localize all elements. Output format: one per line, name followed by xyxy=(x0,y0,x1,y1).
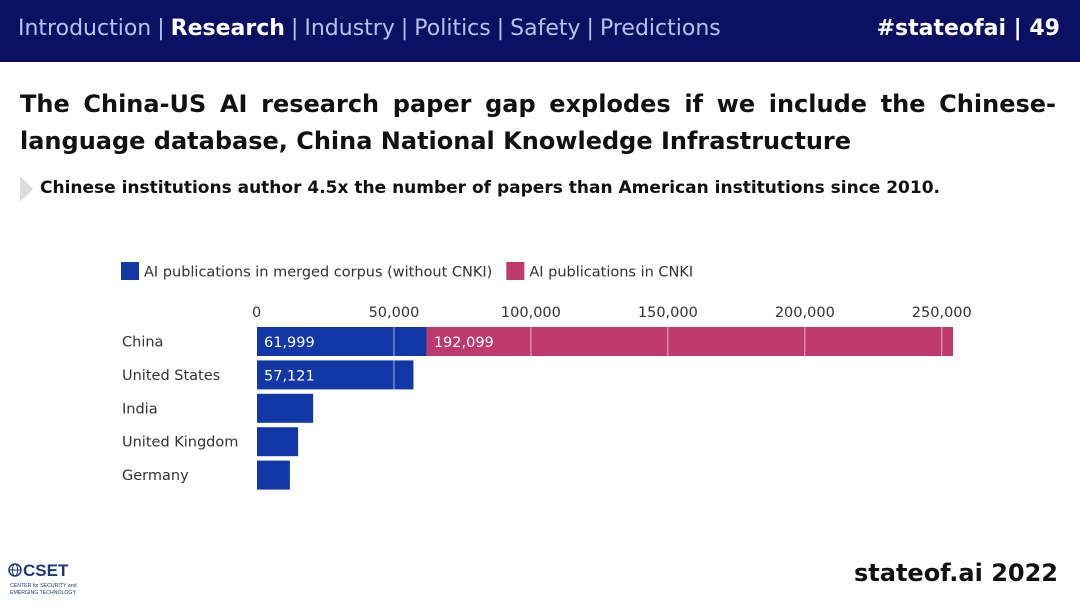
hashtag-page-number: #stateofai | 49 xyxy=(876,16,1060,41)
bar-value-label: 192,099 xyxy=(434,335,494,351)
bar-united-states-s0 xyxy=(257,360,414,390)
header-bar: Introduction | Research | Industry | Politics |… xyxy=(0,0,1080,62)
category-label: Germany xyxy=(122,468,189,484)
bar-china-s0 xyxy=(257,327,427,356)
legend-label-1: AI publications in CNKI xyxy=(529,265,693,281)
x-tick-label: 150,000 xyxy=(638,305,698,321)
nav-predictions[interactable]: Predictions xyxy=(599,16,721,41)
nav-separator: | xyxy=(586,16,594,41)
slide-title: The China-US AI research paper gap explo… xyxy=(20,90,1056,155)
bar-value-label: 61,999 xyxy=(264,335,315,351)
nav-separator: | xyxy=(290,16,299,41)
category-label: United Kingdom xyxy=(122,435,238,451)
category-label: India xyxy=(122,401,158,417)
x-tick-label: 0 xyxy=(252,305,261,321)
nav-safety[interactable]: Safety xyxy=(510,16,581,41)
nav-separator: | xyxy=(157,16,165,41)
cset-subtext-line1: CENTER for SECURITY and xyxy=(10,583,77,589)
cset-logo: CSET CENTER for SECURITY and EMERGING TE… xyxy=(8,561,77,596)
slide-subtitle: Chinese institutions author 4.5x the num… xyxy=(40,178,940,198)
bar-germany-s0 xyxy=(257,460,290,490)
nav-separator: | xyxy=(400,16,409,41)
legend-swatch-0 xyxy=(121,262,139,280)
nav-separator: | xyxy=(496,16,505,41)
bar-china-s1 xyxy=(426,327,953,356)
category-label: China xyxy=(122,335,163,351)
nav-research[interactable]: Research xyxy=(170,16,285,41)
brand-footer: stateof.ai 2022 xyxy=(853,559,1058,587)
x-tick-label: 200,000 xyxy=(775,305,835,321)
x-tick-label: 100,000 xyxy=(501,305,561,321)
category-label: United States xyxy=(122,368,220,384)
x-tick-label: 250,000 xyxy=(912,305,972,321)
bar-india-s0 xyxy=(257,393,314,423)
bar-united-kingdom-s0 xyxy=(257,427,299,457)
legend-swatch-1 xyxy=(506,262,525,280)
cset-subtext-line2: EMERGING TECHNOLOGY xyxy=(10,590,76,596)
cset-wordmark: CSET xyxy=(23,561,69,580)
nav-industry[interactable]: Industry xyxy=(304,16,395,41)
bar-value-label: 57,121 xyxy=(264,368,315,384)
nav-introduction[interactable]: Introduction xyxy=(18,16,152,41)
legend-label-0: AI publications in merged corpus (withou… xyxy=(144,265,492,281)
x-tick-label: 50,000 xyxy=(369,305,420,321)
section-nav: Introduction | Research | Industry | Politics |… xyxy=(18,16,721,41)
bullet-triangle-icon xyxy=(20,176,33,202)
nav-politics[interactable]: Politics xyxy=(414,16,491,41)
